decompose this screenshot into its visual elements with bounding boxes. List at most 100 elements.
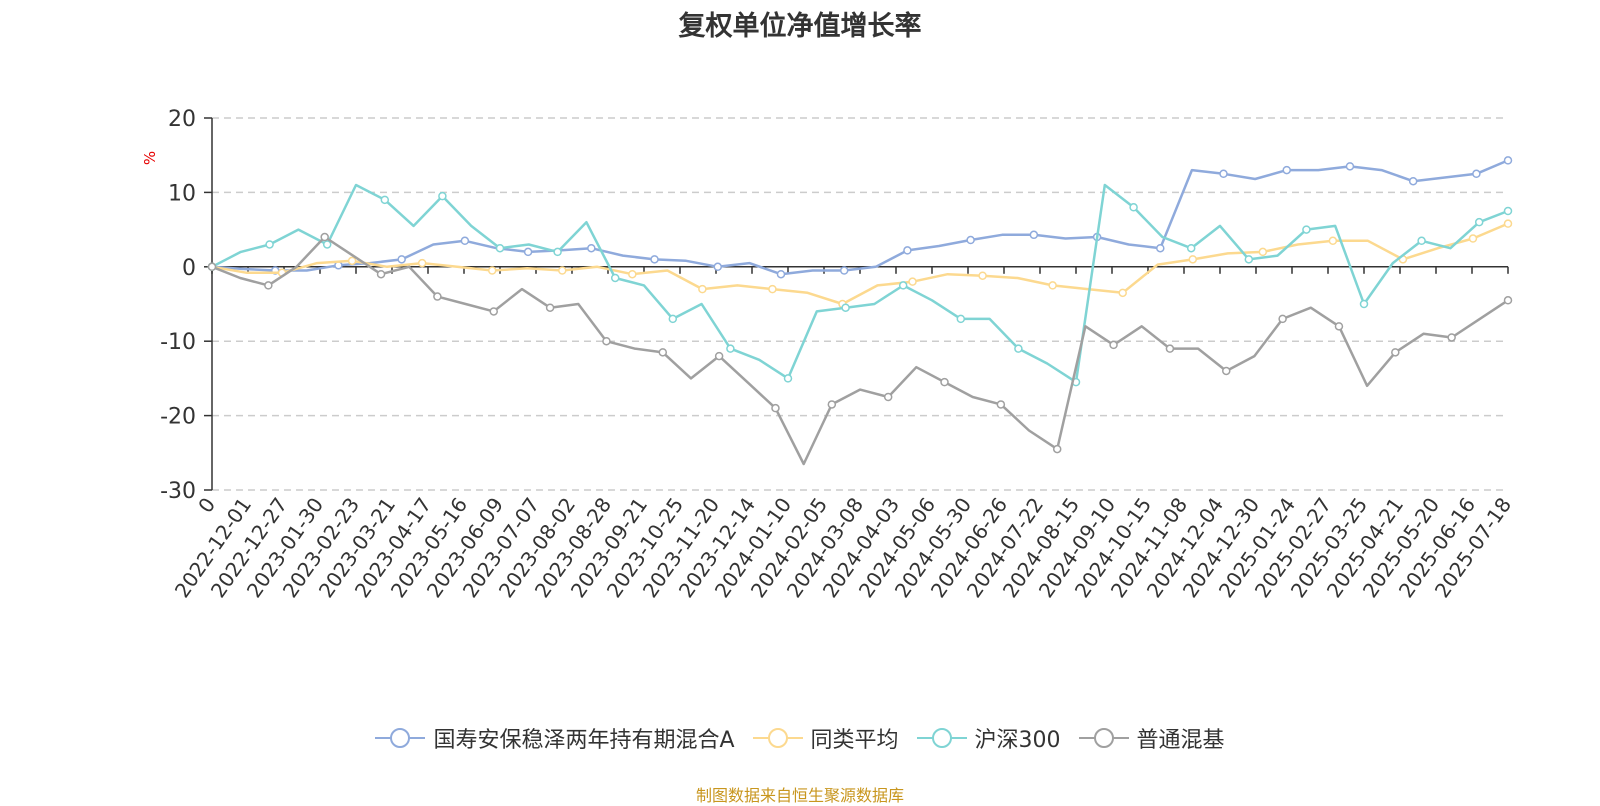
data-point <box>714 351 724 361</box>
series-lines <box>207 156 1513 466</box>
data-point <box>996 400 1006 409</box>
data-point <box>768 284 777 294</box>
data-point <box>966 235 975 245</box>
data-point <box>956 314 966 324</box>
data-point <box>841 303 850 312</box>
data-point <box>908 277 917 286</box>
data-point <box>1345 162 1355 171</box>
data-point <box>776 269 786 279</box>
legend-label: 普通混基 <box>1136 728 1225 753</box>
data-point <box>978 271 987 280</box>
data-point <box>1503 219 1513 228</box>
data-point <box>1282 165 1291 175</box>
data-point <box>495 243 505 253</box>
data-point <box>1391 348 1400 357</box>
data-point <box>783 374 793 383</box>
data-point <box>1029 230 1039 240</box>
y-tick-label: 20 <box>168 107 196 132</box>
data-point <box>417 258 427 268</box>
data-point <box>1258 247 1268 257</box>
data-point <box>1188 255 1198 264</box>
data-point <box>1278 314 1287 324</box>
data-point <box>322 240 332 249</box>
data-point <box>1222 366 1231 376</box>
x-tick-label: 0 <box>193 493 220 517</box>
data-point <box>347 256 357 266</box>
data-point <box>650 255 659 264</box>
data-point <box>1503 296 1513 305</box>
data-point <box>883 392 893 402</box>
legend: 国寿安保稳泽两年持有期混合A 同类平均 沪深300 普通混基 <box>0 722 1600 754</box>
y-tick-label: -20 <box>160 405 196 430</box>
data-point <box>587 243 596 253</box>
data-point <box>1244 255 1254 264</box>
data-point <box>1359 299 1369 309</box>
data-point <box>1109 340 1118 350</box>
y-axis-unit-label: % <box>141 151 159 165</box>
data-point <box>489 307 498 316</box>
y-tick-label: 0 <box>182 256 196 281</box>
data-point <box>1474 217 1484 227</box>
y-tick-label: -10 <box>160 330 196 355</box>
data-point <box>1472 169 1481 179</box>
chart-title: 复权单位净值增长率 <box>678 11 922 42</box>
y-tick-label: -30 <box>160 479 196 504</box>
data-point <box>460 236 470 246</box>
series-line-0 <box>211 159 1509 276</box>
data-point <box>553 247 562 257</box>
data-point <box>320 232 329 242</box>
legend-item-peer-average[interactable]: 同类平均 <box>752 722 899 754</box>
series-line-2 <box>211 183 1509 384</box>
data-point <box>207 262 217 272</box>
data-point <box>1156 243 1165 253</box>
data-point <box>698 284 707 294</box>
data-point <box>265 240 274 249</box>
data-point <box>1302 225 1311 234</box>
data-point <box>658 348 668 357</box>
data-source-note: 制图数据来自恒生聚源数据库 <box>695 786 904 805</box>
data-point <box>713 262 723 272</box>
data-point <box>1165 344 1175 353</box>
legend-item-mixed-fund[interactable]: 普通混基 <box>1078 722 1225 754</box>
data-point <box>668 314 678 324</box>
data-point <box>1014 344 1023 353</box>
legend-marker-icon <box>916 728 967 748</box>
data-point <box>1118 288 1127 298</box>
grid-lines <box>212 117 1508 491</box>
data-point <box>433 292 442 301</box>
legend-label: 国寿安保稳泽两年持有期混合A <box>433 728 735 753</box>
data-point <box>1129 203 1138 212</box>
legend-item-csi300[interactable]: 沪深300 <box>916 722 1061 754</box>
data-point <box>1052 444 1062 454</box>
data-point <box>771 403 780 413</box>
data-point <box>438 191 447 201</box>
data-point <box>523 247 533 257</box>
data-point <box>940 377 949 387</box>
legend-marker-icon <box>752 728 803 748</box>
data-point <box>602 336 611 346</box>
data-point <box>1447 333 1456 342</box>
data-point <box>264 281 273 290</box>
data-point <box>839 266 849 275</box>
legend-item-fund[interactable]: 国寿安保稳泽两年持有期混合A <box>375 722 735 754</box>
data-point <box>558 266 567 275</box>
legend-label: 沪深300 <box>974 728 1061 753</box>
data-point <box>628 269 637 279</box>
axis-labels: 20100-10-20-30%02022-12-012022-12-272023… <box>141 107 1516 602</box>
data-point <box>397 255 406 264</box>
legend-marker-icon <box>1078 728 1129 748</box>
data-point <box>1408 176 1418 186</box>
legend-label: 同类平均 <box>810 728 899 753</box>
data-point <box>1503 156 1513 165</box>
data-point <box>545 303 555 312</box>
data-point <box>610 273 620 283</box>
data-point <box>898 281 908 290</box>
data-point <box>827 400 837 409</box>
y-tick-label: 10 <box>168 181 196 206</box>
data-point <box>1048 281 1057 290</box>
data-point <box>376 269 386 279</box>
data-point <box>1186 243 1196 253</box>
data-point <box>380 195 390 205</box>
data-point <box>903 246 912 255</box>
data-point <box>1417 236 1426 246</box>
